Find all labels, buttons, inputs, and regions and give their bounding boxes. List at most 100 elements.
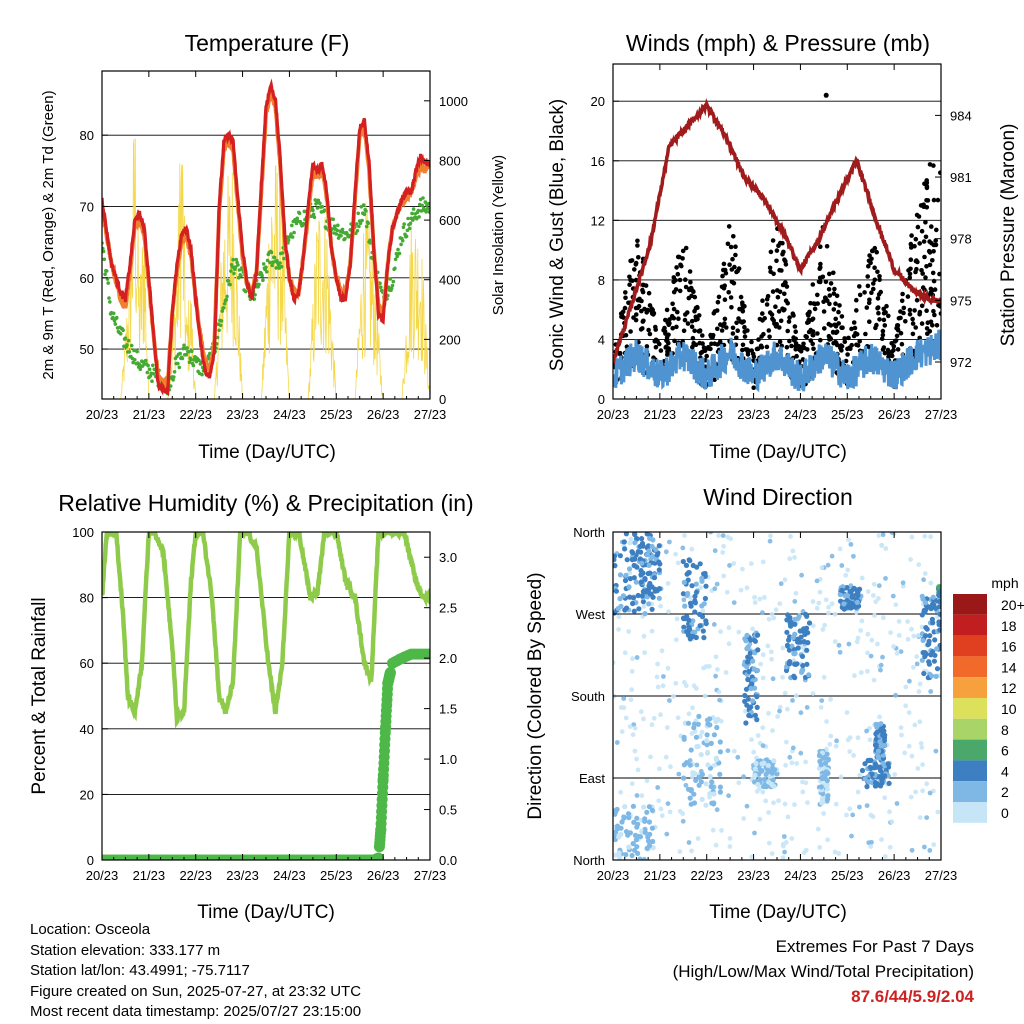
direction-point [625, 811, 632, 817]
x-tick-label: 25/23 [831, 868, 864, 883]
direction-point [755, 733, 761, 738]
direction-point [787, 754, 793, 760]
dewpoint-point [102, 257, 107, 262]
gust-point [808, 300, 813, 306]
direction-point [617, 572, 624, 578]
gust-point [915, 224, 921, 230]
direction-point [656, 595, 662, 601]
gust-point [771, 271, 776, 277]
direction-point [650, 537, 656, 543]
gust-point [875, 269, 880, 275]
gust-point [912, 243, 917, 249]
direction-point [829, 553, 835, 559]
direction-point [798, 634, 804, 640]
direction-point [697, 561, 703, 567]
direction-point [894, 801, 900, 806]
x-tick-label: 22/23 [179, 407, 212, 422]
direction-point [819, 800, 825, 806]
direction-point [744, 585, 750, 591]
gust-point [617, 350, 623, 356]
direction-point [750, 658, 756, 664]
direction-point [744, 632, 750, 638]
dewpoint-point [401, 225, 406, 230]
dewpoint-point [364, 224, 369, 229]
direction-point [648, 754, 653, 760]
rainfall-point [384, 667, 396, 678]
dewpoint-point [315, 206, 320, 210]
direction-point [659, 813, 665, 819]
direction-point [936, 619, 941, 625]
legend-swatch [953, 718, 987, 740]
direction-point [699, 614, 706, 620]
direction-point [908, 557, 913, 562]
direction-point [708, 740, 714, 747]
direction-point [937, 611, 941, 617]
direction-point [923, 600, 929, 606]
dewpoint-point [320, 204, 325, 209]
direction-point [803, 759, 808, 765]
direction-point [641, 716, 646, 722]
direction-point [685, 577, 691, 583]
direction-point [630, 841, 636, 847]
dewpoint-point [406, 216, 410, 221]
direction-point [638, 572, 644, 578]
direction-point [615, 605, 621, 612]
dewpoint-point [356, 211, 361, 216]
direction-point [614, 740, 620, 745]
legend-swatch [953, 760, 987, 782]
gust-point [827, 271, 832, 277]
direction-point [760, 610, 765, 616]
gust-point [722, 283, 727, 289]
gust-point [839, 325, 844, 331]
dewpoint-point [400, 238, 405, 243]
direction-point [760, 725, 766, 731]
direction-point [896, 633, 902, 638]
direction-point [634, 815, 640, 821]
y-tick-label-right: 0.0 [439, 853, 457, 868]
direction-point [665, 581, 671, 586]
gust-point [738, 319, 743, 324]
direction-point [748, 685, 754, 692]
direction-point [769, 851, 775, 856]
direction-point [637, 856, 643, 860]
direction-point [914, 661, 920, 667]
direction-point [630, 550, 636, 556]
dewpoint-point [176, 361, 180, 366]
direction-point [702, 595, 709, 602]
y-tick-label: West [576, 607, 606, 622]
dewpoint-point [151, 363, 155, 368]
speed-legend: mph 20+ 18 16 14 12 10 8 6 4 2 0 [953, 575, 1024, 823]
direction-point [656, 798, 662, 804]
direction-point [622, 577, 629, 584]
gust-point [693, 305, 699, 311]
gust-point [754, 346, 760, 352]
direction-point [879, 780, 885, 786]
winddir-title: Wind Direction [703, 484, 853, 510]
rainfall-series [102, 648, 430, 860]
direction-point [692, 771, 698, 777]
gust-point [726, 290, 731, 295]
gust-point [745, 328, 750, 333]
direction-point [877, 714, 882, 720]
gust-point [872, 277, 878, 283]
dewpoint-point [260, 273, 264, 278]
direction-point [686, 570, 692, 576]
direction-point [627, 724, 633, 729]
direction-point [630, 600, 636, 607]
direction-point [743, 720, 749, 726]
direction-point [881, 728, 887, 734]
direction-point [771, 758, 777, 764]
direction-point [922, 571, 928, 576]
direction-point [736, 780, 742, 786]
direction-point [632, 832, 639, 839]
gust-point [740, 347, 745, 353]
gust-point [792, 324, 798, 329]
gust-point [789, 343, 794, 349]
direction-point [832, 639, 838, 644]
gust-point [877, 274, 882, 279]
dewpoint-point [106, 281, 110, 285]
winds-ylabel-left: Sonic Wind & Gust (Blue, Black) [547, 99, 568, 371]
direction-point [800, 789, 806, 795]
direction-point [616, 834, 622, 840]
direction-point [651, 715, 657, 721]
